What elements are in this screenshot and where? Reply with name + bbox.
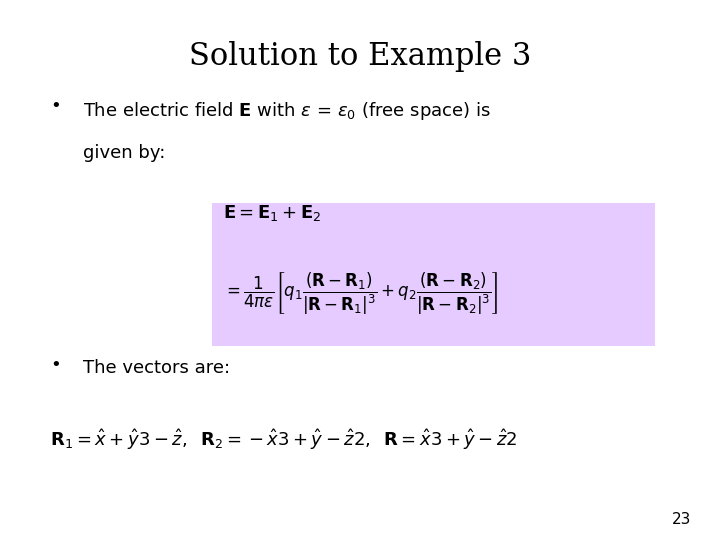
Text: given by:: given by: <box>83 144 165 162</box>
Text: $= \dfrac{1}{4\pi\varepsilon}\left[q_1\dfrac{(\mathbf{R}-\mathbf{R}_1)}{|\mathbf: $= \dfrac{1}{4\pi\varepsilon}\left[q_1\d… <box>223 271 499 318</box>
Text: •: • <box>50 97 61 115</box>
FancyBboxPatch shape <box>212 202 655 346</box>
Text: $\mathbf{E} = \mathbf{E}_1 + \mathbf{E}_2$: $\mathbf{E} = \mathbf{E}_1 + \mathbf{E}_… <box>223 203 322 224</box>
Text: The vectors are:: The vectors are: <box>83 359 230 377</box>
Text: $\mathbf{R}_1 = \hat{x}+\hat{y}3-\hat{z},\;\;\mathbf{R}_2 = -\hat{x}3+\hat{y}-\h: $\mathbf{R}_1 = \hat{x}+\hat{y}3-\hat{z}… <box>50 428 518 453</box>
Text: The electric field $\mathbf{E}$ with $\varepsilon$ = $\varepsilon_0$ (free space: The electric field $\mathbf{E}$ with $\v… <box>83 100 490 122</box>
Text: •: • <box>50 356 61 374</box>
Text: 23: 23 <box>672 511 691 526</box>
Text: Solution to Example 3: Solution to Example 3 <box>189 40 531 71</box>
